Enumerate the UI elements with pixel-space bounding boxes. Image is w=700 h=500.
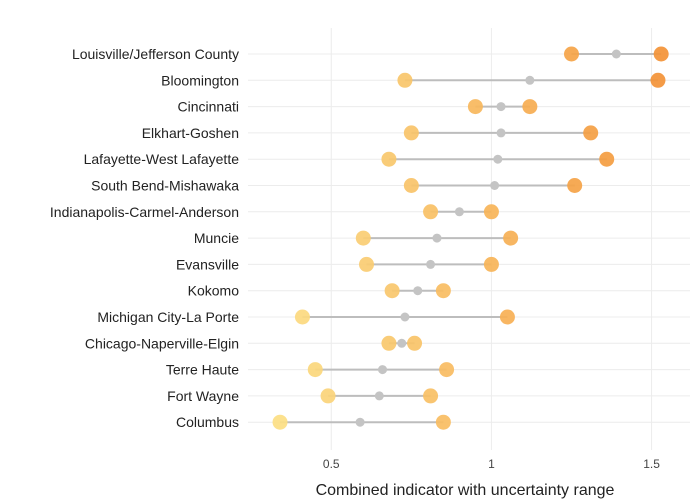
center-point (378, 365, 388, 375)
x-tick-label: 1 (488, 457, 495, 471)
high-point (435, 283, 451, 299)
low-point (272, 414, 288, 430)
high-point (407, 335, 423, 351)
low-point (467, 99, 483, 115)
center-point (374, 391, 384, 401)
high-point (499, 309, 515, 325)
low-point (359, 256, 375, 272)
category-label: Louisville/Jefferson County (72, 46, 239, 62)
category-label: South Bend-Mishawaka (91, 178, 239, 194)
center-point (400, 312, 410, 322)
center-point (397, 338, 407, 348)
low-point (403, 178, 419, 193)
category-label: Lafayette-West Lafayette (84, 151, 240, 167)
marks-layer (272, 46, 669, 430)
category-label: Fort Wayne (167, 388, 239, 404)
center-point (432, 233, 442, 243)
high-point (483, 204, 499, 220)
x-axis-title: Combined indicator with uncertainty rang… (316, 482, 615, 499)
high-point (653, 46, 669, 62)
category-labels: Louisville/Jefferson County Bloomington Ci… (50, 46, 239, 430)
x-tick-label: 1.5 (643, 457, 660, 471)
category-label: Kokomo (188, 283, 240, 299)
center-point (496, 128, 506, 138)
low-point (423, 204, 439, 220)
low-point (384, 283, 400, 299)
category-label: Muncie (194, 230, 239, 246)
low-point (294, 309, 310, 325)
high-point (567, 178, 583, 193)
center-point (413, 286, 423, 296)
low-point (563, 46, 579, 62)
low-point (320, 388, 336, 404)
high-point (650, 72, 666, 88)
category-label: Chicago-Naperville-Elgin (85, 335, 239, 351)
center-point (493, 154, 503, 164)
category-label: Columbus (176, 414, 239, 430)
category-label: Terre Haute (166, 362, 239, 378)
high-point (599, 151, 615, 167)
low-point (307, 362, 323, 378)
center-point (490, 181, 500, 190)
center-point (611, 49, 621, 59)
center-point (355, 417, 365, 427)
low-point (355, 230, 371, 246)
center-point (426, 259, 436, 269)
center-point (525, 75, 535, 85)
x-tick-label: 0.5 (323, 457, 340, 471)
x-ticks: 0.5 1 1.5 (323, 457, 660, 471)
category-label: Indianapolis-Carmel-Anderson (50, 204, 239, 220)
high-point (439, 362, 455, 378)
high-point (423, 388, 439, 404)
category-label: Bloomington (161, 72, 239, 88)
center-point (496, 102, 506, 112)
category-label: Cincinnati (178, 99, 239, 115)
high-point (503, 230, 519, 246)
high-point (435, 414, 451, 430)
category-label: Evansville (176, 256, 239, 272)
low-point (403, 125, 419, 141)
category-label: Michigan City-La Porte (97, 309, 239, 325)
low-point (381, 151, 397, 167)
category-label: Elkhart-Goshen (142, 125, 239, 141)
low-point (381, 335, 397, 351)
high-point (522, 99, 538, 115)
center-point (454, 207, 464, 217)
high-point (483, 256, 499, 272)
low-point (397, 72, 413, 88)
high-point (583, 125, 599, 141)
